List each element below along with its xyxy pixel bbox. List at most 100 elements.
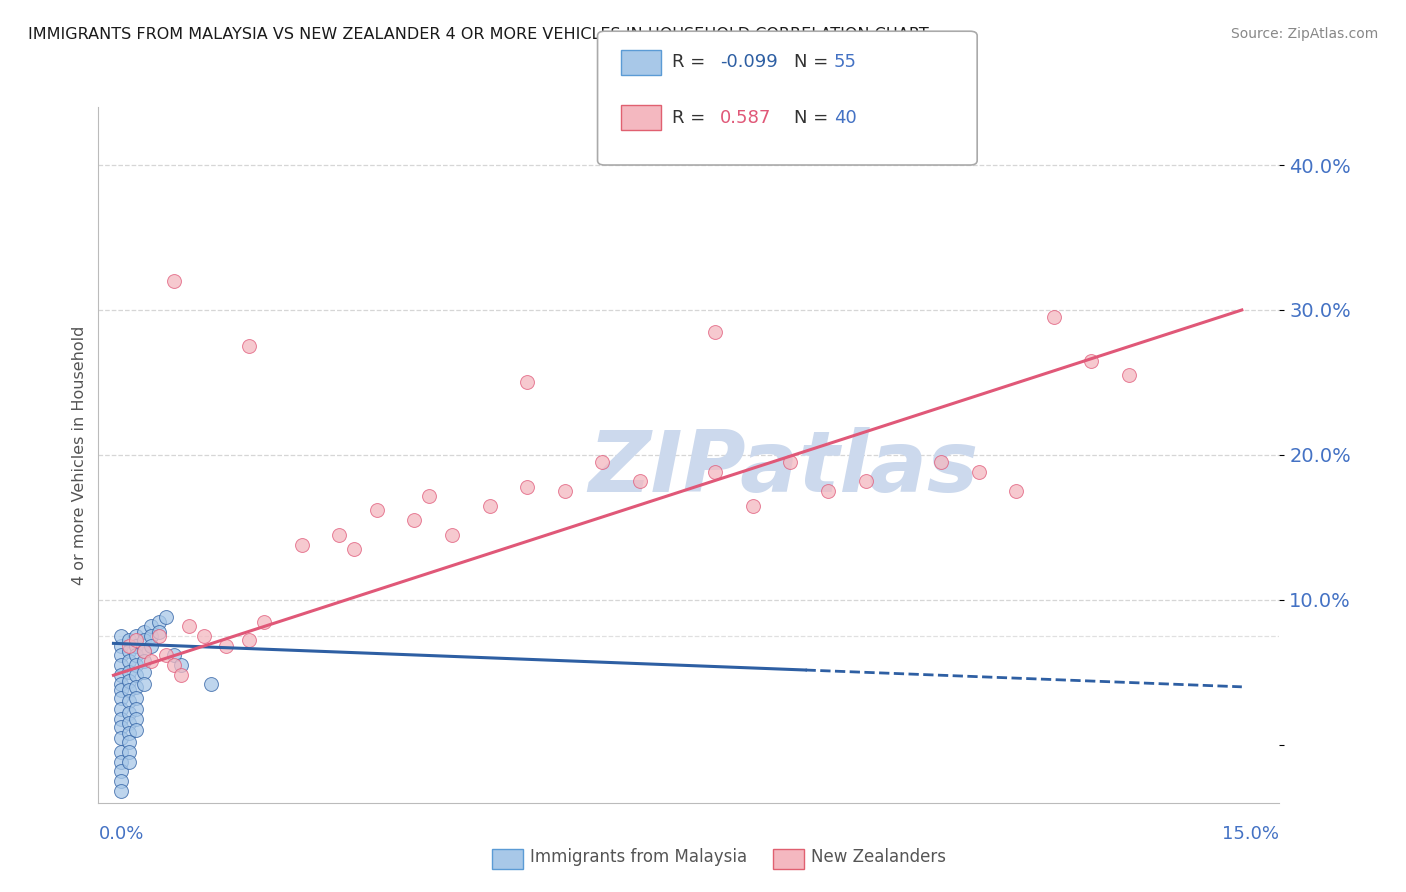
Point bbox=[855, 474, 877, 488]
Point bbox=[132, 624, 155, 639]
Point bbox=[110, 774, 132, 789]
Point bbox=[139, 629, 162, 643]
Point bbox=[148, 624, 170, 639]
Point bbox=[155, 610, 177, 624]
Point bbox=[366, 503, 388, 517]
Point bbox=[110, 691, 132, 706]
Point bbox=[117, 716, 139, 731]
Point bbox=[117, 735, 139, 749]
Text: 0.0%: 0.0% bbox=[98, 825, 143, 843]
Point bbox=[238, 633, 260, 648]
Point bbox=[125, 723, 148, 738]
Point bbox=[163, 274, 186, 288]
Point bbox=[177, 619, 200, 633]
Text: 15.0%: 15.0% bbox=[1222, 825, 1279, 843]
Point bbox=[1080, 353, 1102, 368]
Point bbox=[125, 691, 148, 706]
Point bbox=[328, 527, 350, 541]
Point bbox=[117, 755, 139, 769]
Point bbox=[516, 376, 538, 390]
Point bbox=[170, 658, 193, 673]
Point bbox=[110, 701, 132, 715]
Point bbox=[132, 633, 155, 648]
Point bbox=[704, 325, 727, 339]
Point bbox=[440, 527, 463, 541]
Point bbox=[1118, 368, 1140, 383]
Point bbox=[132, 677, 155, 691]
Point bbox=[139, 639, 162, 653]
Point bbox=[117, 726, 139, 740]
Point bbox=[148, 629, 170, 643]
Point bbox=[929, 455, 952, 469]
Point bbox=[132, 643, 155, 657]
Text: New Zealanders: New Zealanders bbox=[811, 848, 946, 866]
Point bbox=[163, 658, 186, 673]
Point bbox=[110, 745, 132, 759]
Point bbox=[418, 489, 440, 503]
Point bbox=[253, 615, 276, 629]
Point bbox=[148, 615, 170, 629]
Point bbox=[117, 639, 139, 653]
Point bbox=[163, 648, 186, 662]
Point bbox=[117, 706, 139, 720]
Point bbox=[125, 712, 148, 726]
Point bbox=[110, 731, 132, 745]
Point bbox=[110, 682, 132, 697]
Point bbox=[117, 694, 139, 708]
Point bbox=[110, 677, 132, 691]
Point bbox=[110, 755, 132, 769]
Point bbox=[110, 639, 132, 653]
Point bbox=[125, 639, 148, 653]
Point bbox=[139, 654, 162, 668]
Point bbox=[1042, 310, 1064, 325]
Point bbox=[110, 764, 132, 778]
Point bbox=[117, 745, 139, 759]
Point bbox=[170, 668, 193, 682]
Text: Source: ZipAtlas.com: Source: ZipAtlas.com bbox=[1230, 27, 1378, 41]
Point bbox=[110, 658, 132, 673]
Point bbox=[741, 499, 763, 513]
Point bbox=[110, 648, 132, 662]
Point bbox=[132, 643, 155, 657]
Point bbox=[110, 712, 132, 726]
Point bbox=[628, 474, 651, 488]
Point bbox=[125, 701, 148, 715]
Point bbox=[125, 629, 148, 643]
Point bbox=[215, 639, 238, 653]
Point bbox=[110, 629, 132, 643]
Point bbox=[193, 629, 215, 643]
Text: Immigrants from Malaysia: Immigrants from Malaysia bbox=[530, 848, 747, 866]
Point bbox=[516, 480, 538, 494]
Text: 0.587: 0.587 bbox=[720, 109, 772, 127]
Point bbox=[132, 665, 155, 680]
Point bbox=[110, 668, 132, 682]
Text: N =: N = bbox=[794, 54, 828, 71]
Text: 40: 40 bbox=[834, 109, 856, 127]
Point bbox=[110, 784, 132, 798]
Point bbox=[817, 484, 839, 499]
Text: N =: N = bbox=[794, 109, 828, 127]
Point bbox=[704, 466, 727, 480]
Point bbox=[117, 674, 139, 689]
Point bbox=[591, 455, 613, 469]
Text: IMMIGRANTS FROM MALAYSIA VS NEW ZEALANDER 4 OR MORE VEHICLES IN HOUSEHOLD CORREL: IMMIGRANTS FROM MALAYSIA VS NEW ZEALANDE… bbox=[28, 27, 929, 42]
Point bbox=[117, 643, 139, 657]
Point bbox=[1005, 484, 1028, 499]
Point bbox=[779, 455, 801, 469]
Point bbox=[290, 538, 312, 552]
Y-axis label: 4 or more Vehicles in Household: 4 or more Vehicles in Household bbox=[72, 326, 87, 584]
Point bbox=[117, 665, 139, 680]
Point bbox=[110, 721, 132, 735]
Point bbox=[132, 654, 155, 668]
Text: R =: R = bbox=[672, 54, 706, 71]
Point bbox=[238, 339, 260, 353]
Point bbox=[155, 648, 177, 662]
Point bbox=[125, 633, 148, 648]
Text: -0.099: -0.099 bbox=[720, 54, 778, 71]
Point bbox=[139, 619, 162, 633]
Text: 55: 55 bbox=[834, 54, 856, 71]
Point bbox=[125, 648, 148, 662]
Point bbox=[200, 677, 222, 691]
Text: R =: R = bbox=[672, 109, 706, 127]
Point bbox=[117, 633, 139, 648]
